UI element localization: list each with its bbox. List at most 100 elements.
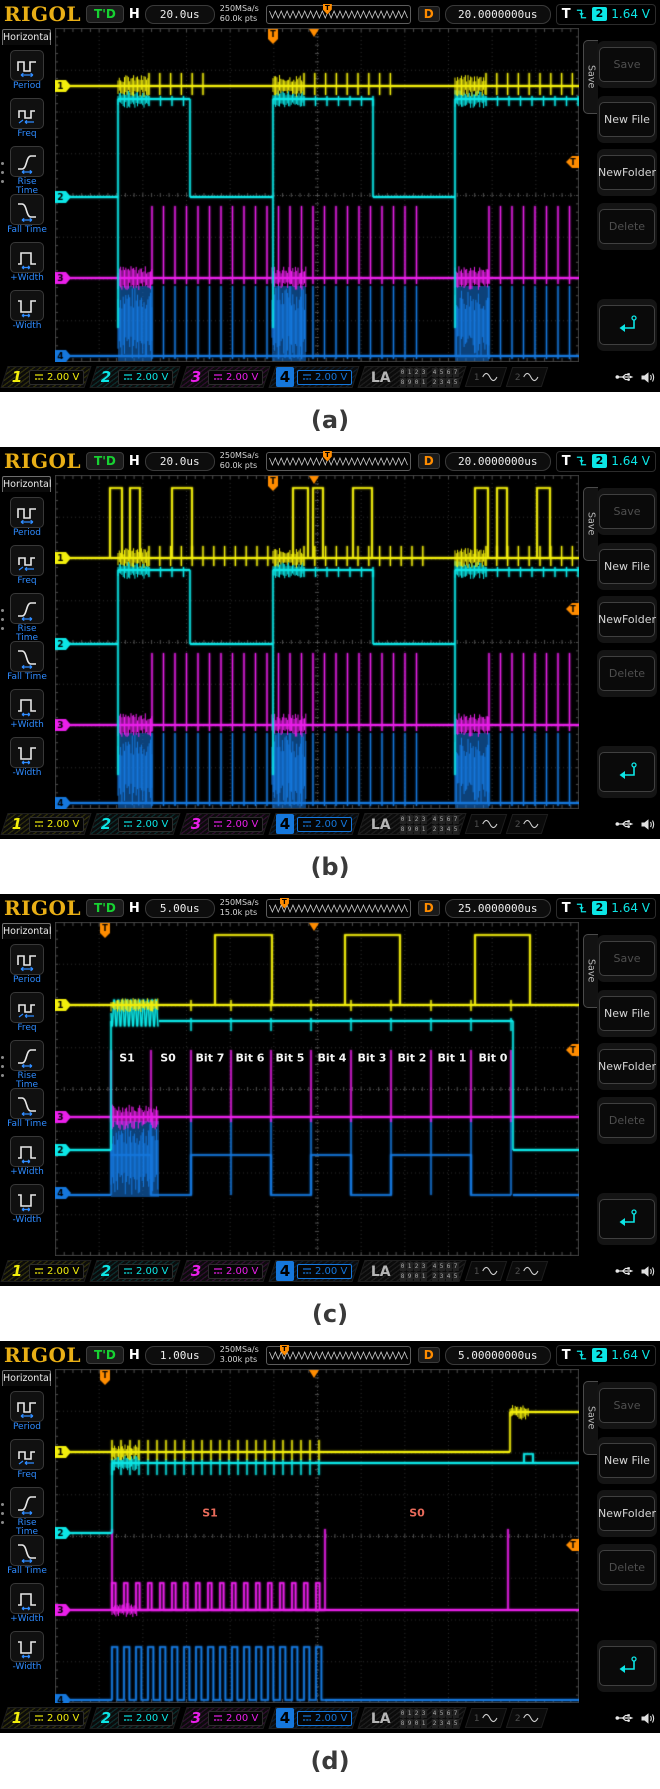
sidebar-item-freq[interactable]: Freq (7, 545, 47, 586)
channel-1-chip[interactable]: 1 2.00 V (0, 366, 92, 388)
menu-tab-save[interactable]: Save (583, 40, 598, 114)
delay-value[interactable]: 20.0000000us (444, 4, 551, 24)
sidebar-item-rise-time[interactable]: Rise Time (7, 146, 47, 197)
menu-button-save[interactable]: Save (599, 1388, 655, 1423)
memory-trigger-marker[interactable]: T (279, 897, 289, 909)
source-slot-2[interactable]: 2 (505, 1708, 549, 1728)
sidebar-item-freq[interactable]: Freq (7, 992, 47, 1033)
sidebar-item-width[interactable]: +Width (7, 242, 47, 283)
source-slot-1[interactable]: 1 (464, 1708, 508, 1728)
trigger-info-group[interactable]: T 2 1.64 V (555, 1344, 656, 1366)
menu-button-newfolder[interactable]: NewFolder (598, 1049, 656, 1084)
sidebar-item-freq[interactable]: Freq (7, 1439, 47, 1480)
channel-4-chip[interactable]: 4 2.00 V (268, 366, 360, 388)
channel-2-chip[interactable]: 2 2.00 V (89, 366, 182, 388)
delay-value[interactable]: 5.00000000us (444, 1345, 551, 1365)
source-slot-2[interactable]: 2 (505, 1261, 549, 1281)
sidebar-item-fall-time[interactable]: Fall Time (7, 1535, 47, 1576)
channel-2-chip[interactable]: 2 2.00 V (89, 1260, 182, 1282)
sidebar-item-fall-time[interactable]: Fall Time (7, 1088, 47, 1129)
memory-trigger-marker[interactable]: T (322, 450, 332, 462)
channel-2-chip[interactable]: 2 2.00 V (89, 1707, 182, 1729)
channel-1-chip[interactable]: 1 2.00 V (0, 1707, 92, 1729)
waveform-display[interactable] (55, 475, 579, 809)
sidebar-item-width[interactable]: +Width (7, 689, 47, 730)
channel-4-chip[interactable]: 4 2.00 V (268, 813, 360, 835)
sidebar-item-width[interactable]: -Width (7, 737, 47, 778)
memory-trigger-marker[interactable]: T (279, 1344, 289, 1356)
menu-button-delete[interactable]: Delete (599, 1103, 655, 1138)
waveform-display[interactable] (55, 28, 579, 362)
trigger-info-group[interactable]: T 2 1.64 V (555, 450, 656, 472)
menu-button-new-file[interactable]: New File (599, 549, 655, 584)
menu-tab-save[interactable]: Save (583, 934, 598, 1008)
waveform-display[interactable] (55, 922, 579, 1256)
menu-button-new-file[interactable]: New File (599, 996, 655, 1031)
sidebar-item-fall-time[interactable]: Fall Time (7, 641, 47, 682)
sidebar-item-width[interactable]: -Width (7, 290, 47, 331)
sidebar-item-width[interactable]: +Width (7, 1583, 47, 1624)
source-slot-1[interactable]: 1 (464, 367, 508, 387)
waveform-area[interactable]: S1 S0 (55, 1369, 579, 1703)
menu-button-newfolder[interactable]: NewFolder (598, 602, 656, 637)
sidebar-item-fall-time[interactable]: Fall Time (7, 194, 47, 235)
menu-button-delete[interactable]: Delete (599, 656, 655, 691)
menu-tab-save[interactable]: Save (583, 487, 598, 561)
source-slot-1[interactable]: 1 (464, 1261, 508, 1281)
sidebar-item-period[interactable]: Period (7, 497, 47, 538)
menu-button-newfolder[interactable]: NewFolder (598, 1496, 656, 1531)
memory-depth-bar[interactable]: T (265, 3, 411, 24)
menu-button-save[interactable]: Save (599, 47, 655, 82)
trigger-info-group[interactable]: T 2 1.64 V (555, 897, 656, 919)
channel-2-chip[interactable]: 2 2.00 V (89, 813, 182, 835)
menu-button-new-file[interactable]: New File (599, 1443, 655, 1478)
sidebar-item-period[interactable]: Period (7, 1391, 47, 1432)
channel-3-chip[interactable]: 3 2.00 V (179, 366, 271, 388)
horizontal-scale-value[interactable]: 20.0us (144, 4, 215, 24)
sidebar-item-rise-time[interactable]: Rise Time (7, 1040, 47, 1091)
return-button[interactable] (599, 1199, 655, 1239)
channel-1-chip[interactable]: 1 2.00 V (0, 1260, 92, 1282)
horizontal-scale-value[interactable]: 20.0us (144, 451, 215, 471)
waveform-display[interactable] (55, 1369, 579, 1703)
memory-depth-bar[interactable]: T (265, 450, 411, 471)
waveform-area[interactable] (55, 28, 579, 362)
menu-button-save[interactable]: Save (599, 941, 655, 976)
menu-button-newfolder[interactable]: NewFolder (598, 155, 656, 190)
horizontal-scale-value[interactable]: 1.00us (144, 1345, 215, 1365)
menu-button-save[interactable]: Save (599, 494, 655, 529)
source-slot-2[interactable]: 2 (505, 367, 549, 387)
menu-button-delete[interactable]: Delete (599, 209, 655, 244)
memory-depth-bar[interactable]: T (265, 1344, 411, 1365)
return-button[interactable] (599, 752, 655, 792)
menu-tab-save[interactable]: Save (583, 1381, 598, 1455)
waveform-area[interactable] (55, 475, 579, 809)
channel-1-chip[interactable]: 1 2.00 V (0, 813, 92, 835)
channel-3-chip[interactable]: 3 2.00 V (179, 1707, 271, 1729)
sidebar-item-width[interactable]: -Width (7, 1184, 47, 1225)
sidebar-item-width[interactable]: +Width (7, 1136, 47, 1177)
sidebar-item-width[interactable]: -Width (7, 1631, 47, 1672)
menu-button-delete[interactable]: Delete (599, 1550, 655, 1585)
memory-depth-bar[interactable]: T (265, 897, 411, 918)
sidebar-item-period[interactable]: Period (7, 944, 47, 985)
delay-value[interactable]: 25.0000000us (444, 898, 551, 918)
channel-4-chip[interactable]: 4 2.00 V (268, 1260, 360, 1282)
sidebar-item-rise-time[interactable]: Rise Time (7, 593, 47, 644)
menu-button-new-file[interactable]: New File (599, 102, 655, 137)
source-slot-1[interactable]: 1 (464, 814, 508, 834)
sidebar-item-freq[interactable]: Freq (7, 98, 47, 139)
channel-4-chip[interactable]: 4 2.00 V (268, 1707, 360, 1729)
return-button[interactable] (599, 305, 655, 345)
channel-3-chip[interactable]: 3 2.00 V (179, 1260, 271, 1282)
delay-value[interactable]: 20.0000000us (444, 451, 551, 471)
return-button[interactable] (599, 1646, 655, 1686)
memory-trigger-marker[interactable]: T (322, 3, 332, 15)
sidebar-item-rise-time[interactable]: Rise Time (7, 1487, 47, 1538)
channel-3-chip[interactable]: 3 2.00 V (179, 813, 271, 835)
source-slot-2[interactable]: 2 (505, 814, 549, 834)
